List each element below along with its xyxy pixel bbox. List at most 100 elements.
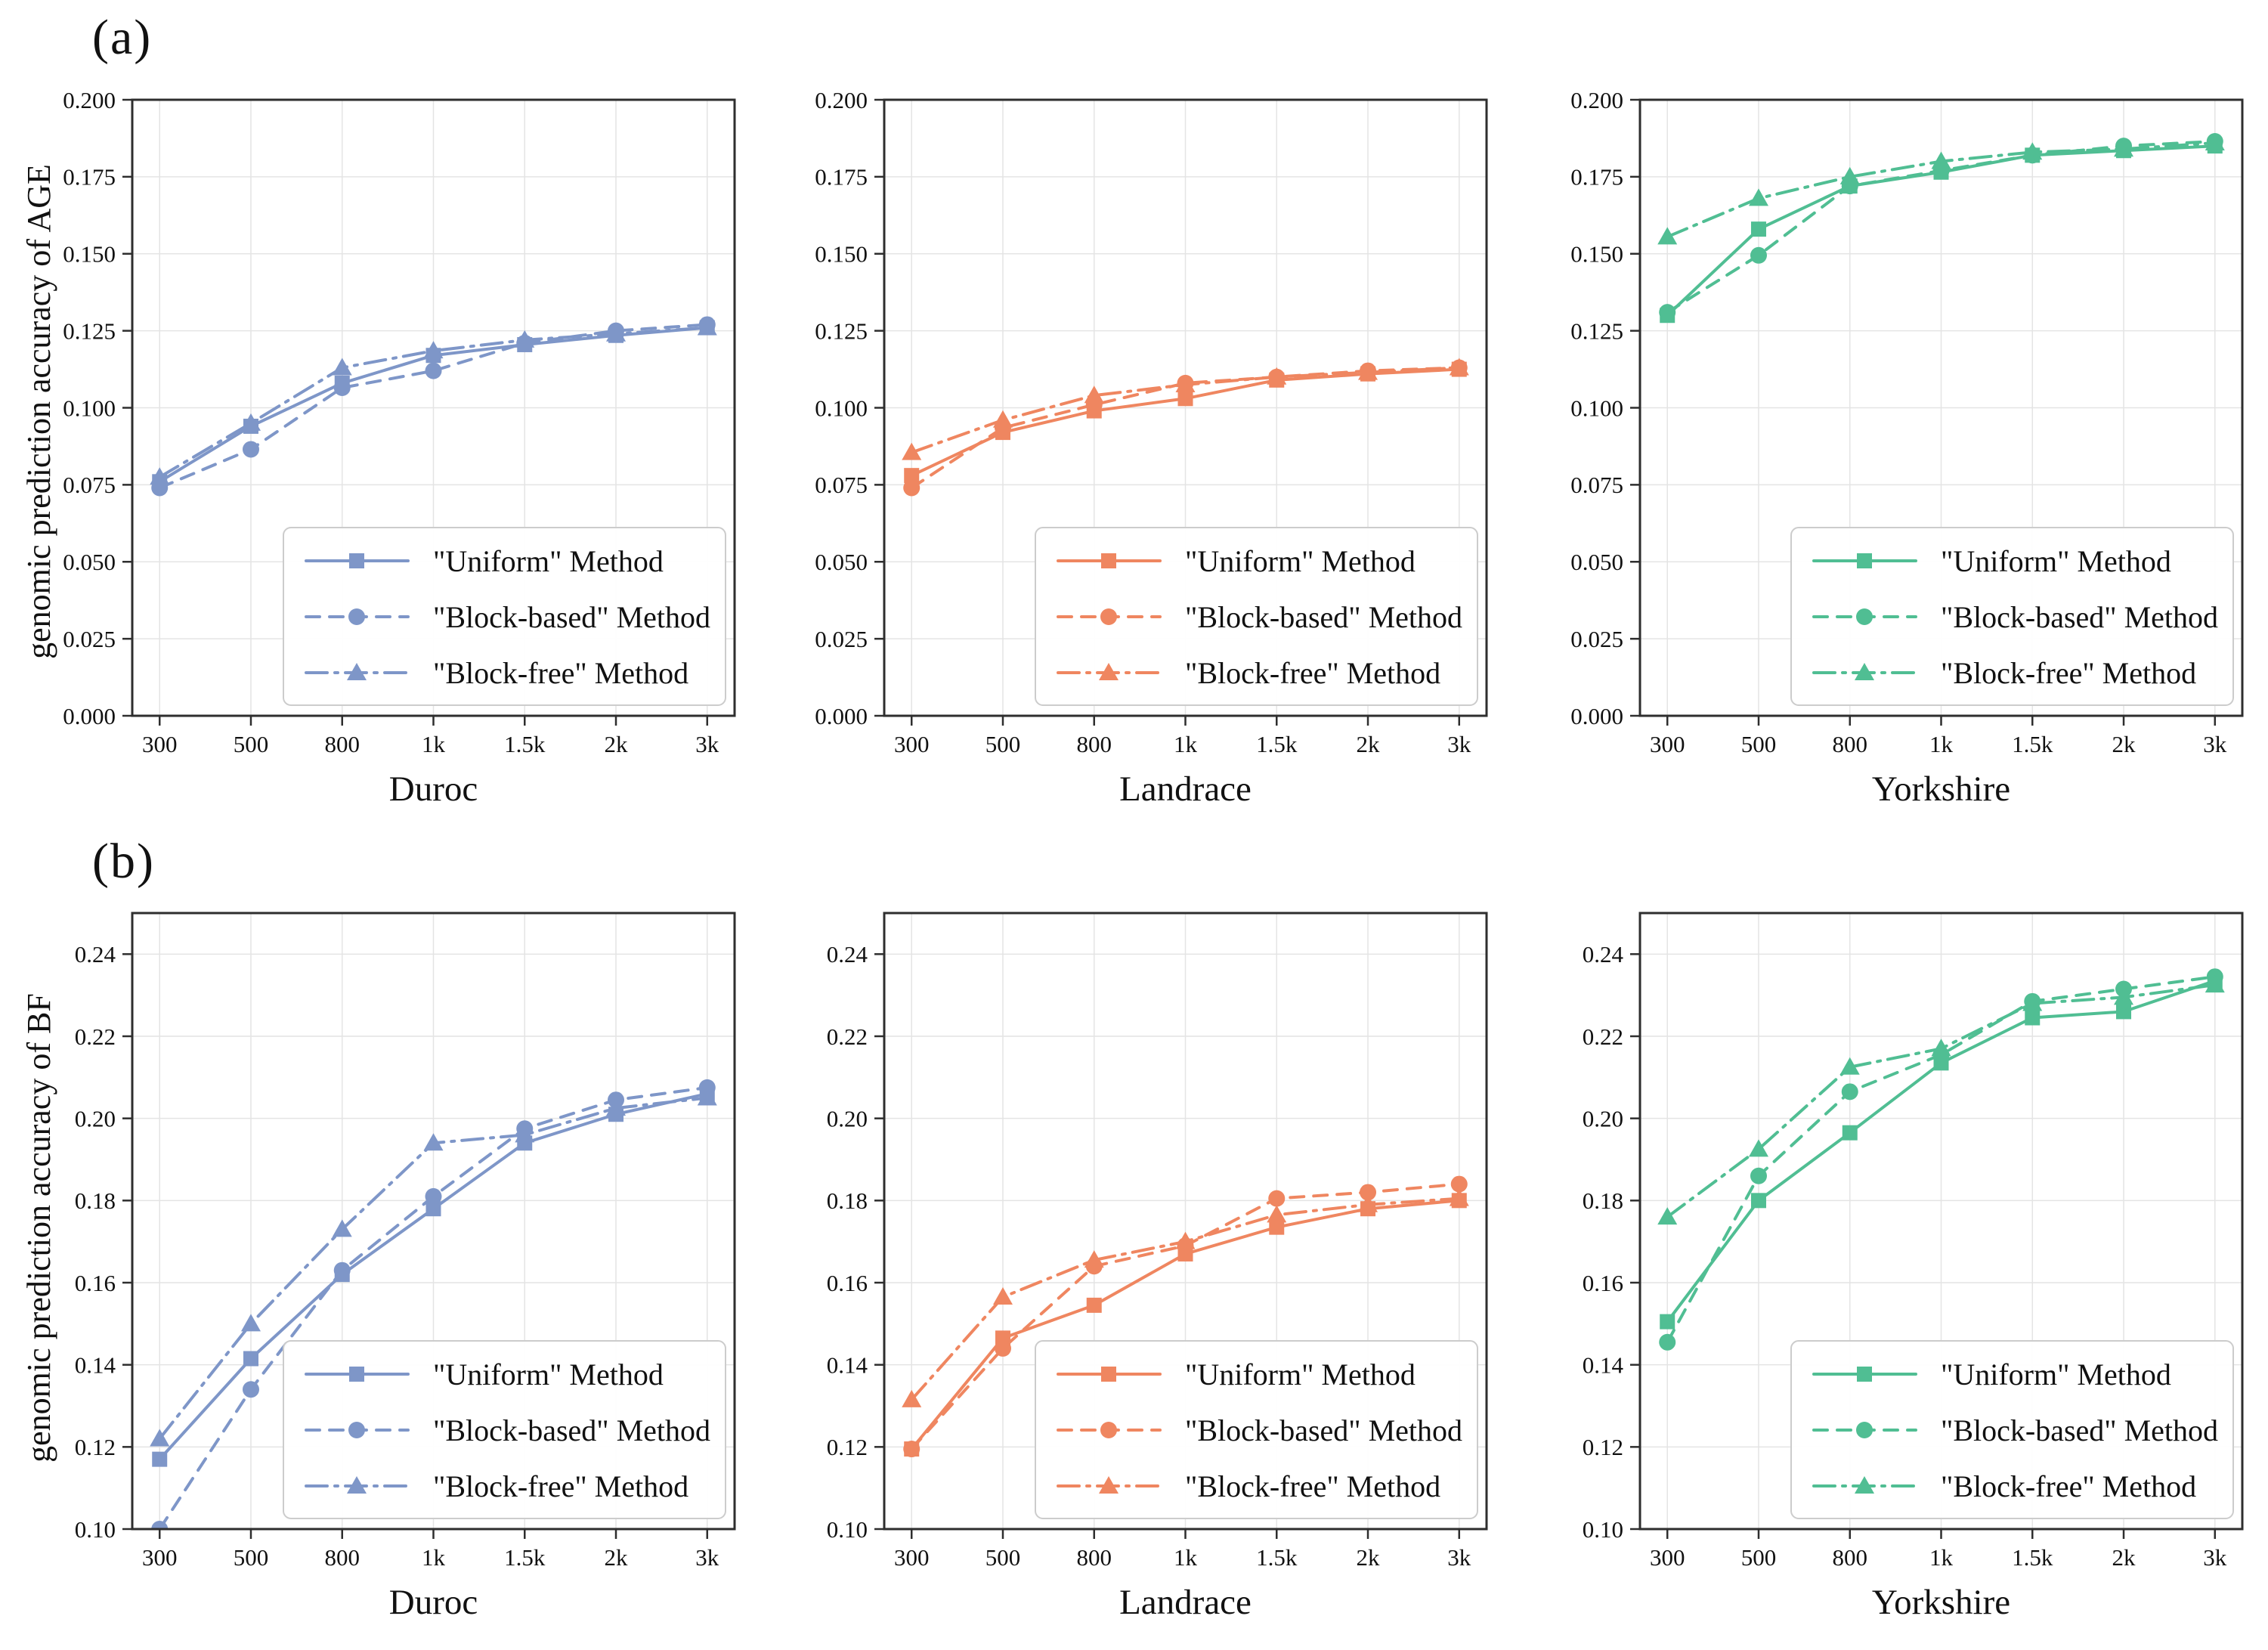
x-tick-label: 3k: [1447, 1544, 1471, 1571]
y-tick-label: 0.10: [827, 1516, 868, 1543]
legend-label: "Block-free" Method: [1941, 1469, 2196, 1503]
y-tick-label: 0.16: [75, 1270, 116, 1296]
legend-label: "Block-free" Method: [1185, 656, 1440, 690]
y-tick-label: 0.075: [63, 472, 116, 498]
y-tick-label: 0.14: [827, 1352, 868, 1379]
x-tick-label: 2k: [605, 731, 629, 757]
x-tick-label: 500: [234, 731, 269, 757]
legend-label: "Uniform" Method: [1185, 1357, 1416, 1392]
legend: "Uniform" Method "Block-based" Method "Blo…: [1790, 527, 2234, 706]
y-tick-label: 0.050: [815, 549, 868, 575]
x-tick-label: 1k: [1174, 731, 1198, 757]
x-axis-title: Yorkshire: [1872, 1583, 2010, 1622]
series-group: [1657, 133, 2225, 323]
y-tick-label: 0.200: [63, 87, 116, 113]
y-tick-label: 0.20: [1583, 1106, 1623, 1132]
x-tick-label: 3k: [2203, 731, 2227, 757]
x-tick-label: 1k: [1929, 1544, 1954, 1571]
legend: "Uniform" Method "Block-based" Method "Blo…: [1035, 1340, 1478, 1519]
x-tick-label: 1k: [422, 731, 446, 757]
legend: "Uniform" Method "Block-based" Method "Blo…: [283, 527, 726, 706]
y-tick-label: 0.14: [75, 1352, 116, 1379]
x-tick-label: 500: [234, 1544, 269, 1571]
legend-label: "Uniform" Method: [1941, 544, 2171, 578]
legend-label: "Uniform" Method: [1941, 1357, 2171, 1392]
series-group: [1657, 968, 2225, 1351]
x-tick-label: 3k: [1447, 731, 1471, 757]
x-tick-label: 3k: [2203, 1544, 2227, 1571]
x-tick-label: 800: [1832, 731, 1867, 757]
x-tick-label: 300: [1650, 1544, 1685, 1571]
y-tick-label: 0.18: [827, 1187, 868, 1214]
y-tick-label: 0.200: [815, 87, 868, 113]
x-tick-label: 3k: [695, 1544, 719, 1571]
panel-label-b: (b): [92, 834, 155, 889]
y-tick-label: 0.000: [815, 703, 868, 729]
legend: "Uniform" Method "Block-based" Method "Blo…: [1035, 527, 1478, 706]
axes: 0.000 0.025 0.050 0.075 0.100 0.125 0.150 0.175…: [815, 87, 1471, 809]
y-tick-label: 0.100: [815, 395, 868, 421]
chart-age-yorkshire: 0.000 0.025 0.050 0.075 0.100 0.125 0.150 0.175…: [1570, 87, 2244, 809]
y-tick-label: 0.12: [75, 1434, 116, 1460]
y-tick-label: 0.125: [815, 317, 868, 344]
series-group: [902, 358, 1469, 497]
chart-age-duroc: 0.000 0.025 0.050 0.075 0.100 0.125 0.150 0.175…: [63, 87, 736, 809]
plot-frame: [131, 912, 736, 1531]
chart-bf-yorkshire: 0.10 0.12 0.14 0.16 0.18 0.20 0.22 0.24 300 500 80…: [1583, 912, 2244, 1622]
x-axis-title: Duroc: [389, 1583, 478, 1622]
y-tick-label: 0.24: [827, 941, 868, 967]
y-tick-label: 0.175: [815, 164, 868, 190]
plot-frame: [883, 98, 1488, 717]
legend-label: "Block-based" Method: [433, 1413, 710, 1447]
y-tick-label: 0.075: [1570, 472, 1623, 498]
x-tick-label: 300: [894, 731, 930, 757]
y-tick-label: 0.22: [827, 1023, 868, 1050]
x-tick-label: 300: [894, 1544, 930, 1571]
x-axis-title: Yorkshire: [1872, 769, 2010, 809]
y-tick-label: 0.100: [1570, 395, 1623, 421]
y-tick-label: 0.24: [75, 941, 116, 967]
y-tick-label: 0.20: [75, 1106, 116, 1132]
legend: "Uniform" Method "Block-based" Method "Blo…: [1790, 1340, 2234, 1519]
x-tick-label: 2k: [2112, 731, 2136, 757]
y-tick-label: 0.10: [75, 1516, 116, 1543]
plot-frame: [131, 98, 736, 717]
x-tick-label: 800: [324, 1544, 360, 1571]
y-tick-label: 0.025: [1570, 626, 1623, 652]
x-tick-label: 500: [985, 1544, 1021, 1571]
x-tick-label: 1.5k: [1256, 731, 1298, 757]
legend-label: "Block-based" Method: [433, 600, 710, 634]
legend-label: "Block-free" Method: [433, 1469, 688, 1503]
y-tick-label: 0.175: [63, 164, 116, 190]
legend-label: "Uniform" Method: [433, 1357, 664, 1392]
x-tick-label: 1.5k: [1256, 1544, 1298, 1571]
y-tick-label: 0.18: [75, 1187, 116, 1214]
y-tick-label: 0.075: [815, 472, 868, 498]
x-tick-label: 500: [985, 731, 1021, 757]
x-tick-label: 800: [1076, 1544, 1112, 1571]
x-tick-label: 800: [324, 731, 360, 757]
series-group: [902, 1175, 1469, 1458]
chart-bf-landrace: 0.10 0.12 0.14 0.16 0.18 0.20 0.22 0.24 300 500 80…: [827, 912, 1488, 1622]
x-tick-label: 300: [1650, 731, 1685, 757]
axes: 0.000 0.025 0.050 0.075 0.100 0.125 0.150 0.175…: [1570, 87, 2227, 809]
y-tick-label: 0.18: [1583, 1187, 1623, 1214]
x-tick-label: 1.5k: [2012, 731, 2053, 757]
series-group: [150, 1079, 717, 1529]
axes: 0.10 0.12 0.14 0.16 0.18 0.20 0.22 0.24 300 500 80…: [827, 941, 1471, 1622]
x-tick-label: 2k: [1357, 731, 1381, 757]
x-tick-label: 800: [1076, 731, 1112, 757]
y-tick-label: 0.100: [63, 395, 116, 421]
y-tick-label: 0.050: [1570, 549, 1623, 575]
x-tick-label: 1k: [422, 1544, 446, 1571]
y-tick-label: 0.175: [1570, 164, 1623, 190]
y-tick-label: 0.22: [75, 1023, 116, 1050]
x-tick-label: 2k: [605, 1544, 629, 1571]
legend-label: "Block-based" Method: [1185, 600, 1462, 634]
y-tick-label: 0.125: [1570, 317, 1623, 344]
x-axis-title: Duroc: [389, 769, 478, 809]
x-tick-label: 500: [1741, 1544, 1777, 1571]
x-axis-title: Landrace: [1119, 769, 1252, 809]
x-axis-title: Landrace: [1119, 1583, 1252, 1622]
y-tick-label: 0.14: [1583, 1352, 1624, 1379]
